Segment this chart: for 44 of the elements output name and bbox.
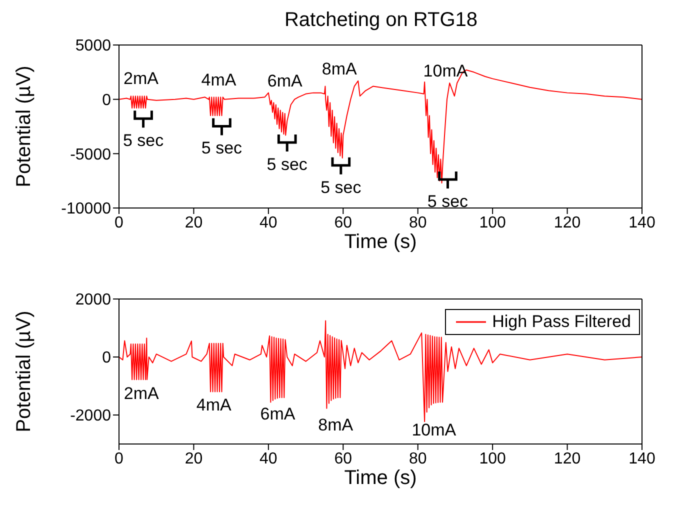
y-tick-label: -2000 (70, 408, 112, 425)
annotation: 5 sec (320, 178, 362, 197)
annotation: 6mA (267, 71, 303, 90)
x-tick-label: 140 (628, 450, 656, 468)
x-tick-label: 120 (554, 450, 581, 468)
x-tick-label: 80 (408, 450, 427, 468)
annotation: 8mA (318, 415, 354, 434)
annotation: 8mA (322, 59, 358, 78)
annotation: 2mA (124, 69, 160, 88)
x-tick-label: 0 (114, 214, 124, 232)
annotation: 10mA (423, 62, 468, 81)
y-tick-label: 2000 (75, 292, 112, 309)
y-tick-label: -10000 (61, 200, 112, 218)
x-tick-label: 20 (184, 450, 203, 468)
annotation: 5 sec (122, 131, 164, 150)
annotation: 5 sec (266, 155, 308, 174)
y-tick-label: 0 (102, 350, 112, 367)
x-tick-label: 100 (479, 214, 506, 232)
x-tick-label: 40 (260, 214, 278, 232)
x-tick-label: 100 (479, 450, 506, 468)
x-tick-label: 120 (554, 214, 581, 232)
y-axis-title: Potential (µV) (13, 310, 35, 432)
y-axis-title: Potential (µV) (13, 66, 35, 188)
y-tick-label: -5000 (70, 146, 112, 164)
x-axis-title: Time (s) (344, 467, 417, 489)
x-tick-label: 0 (114, 450, 124, 468)
annotation: 10mA (412, 420, 457, 440)
y-tick-label: 0 (102, 92, 112, 110)
x-tick-label: 40 (260, 450, 278, 468)
annotation: 5 sec (201, 138, 243, 158)
x-tick-label: 140 (628, 214, 656, 232)
x-tick-label: 80 (408, 214, 427, 232)
x-tick-label: 60 (334, 214, 352, 232)
annotation: 2mA (124, 384, 160, 403)
annotation: 5 sec (427, 192, 469, 211)
annotation: 6mA (260, 404, 296, 424)
chart-title: Ratcheting on RTG18 (283, 8, 479, 33)
x-tick-label: 60 (334, 450, 352, 468)
x-axis-title: Time (s) (344, 231, 417, 253)
annotation: 4mA (196, 396, 232, 415)
x-tick-label: 20 (184, 214, 203, 232)
annotation: 4mA (201, 70, 237, 90)
y-tick-label: 5000 (75, 38, 112, 55)
legend-label: High Pass Filtered (492, 312, 631, 332)
